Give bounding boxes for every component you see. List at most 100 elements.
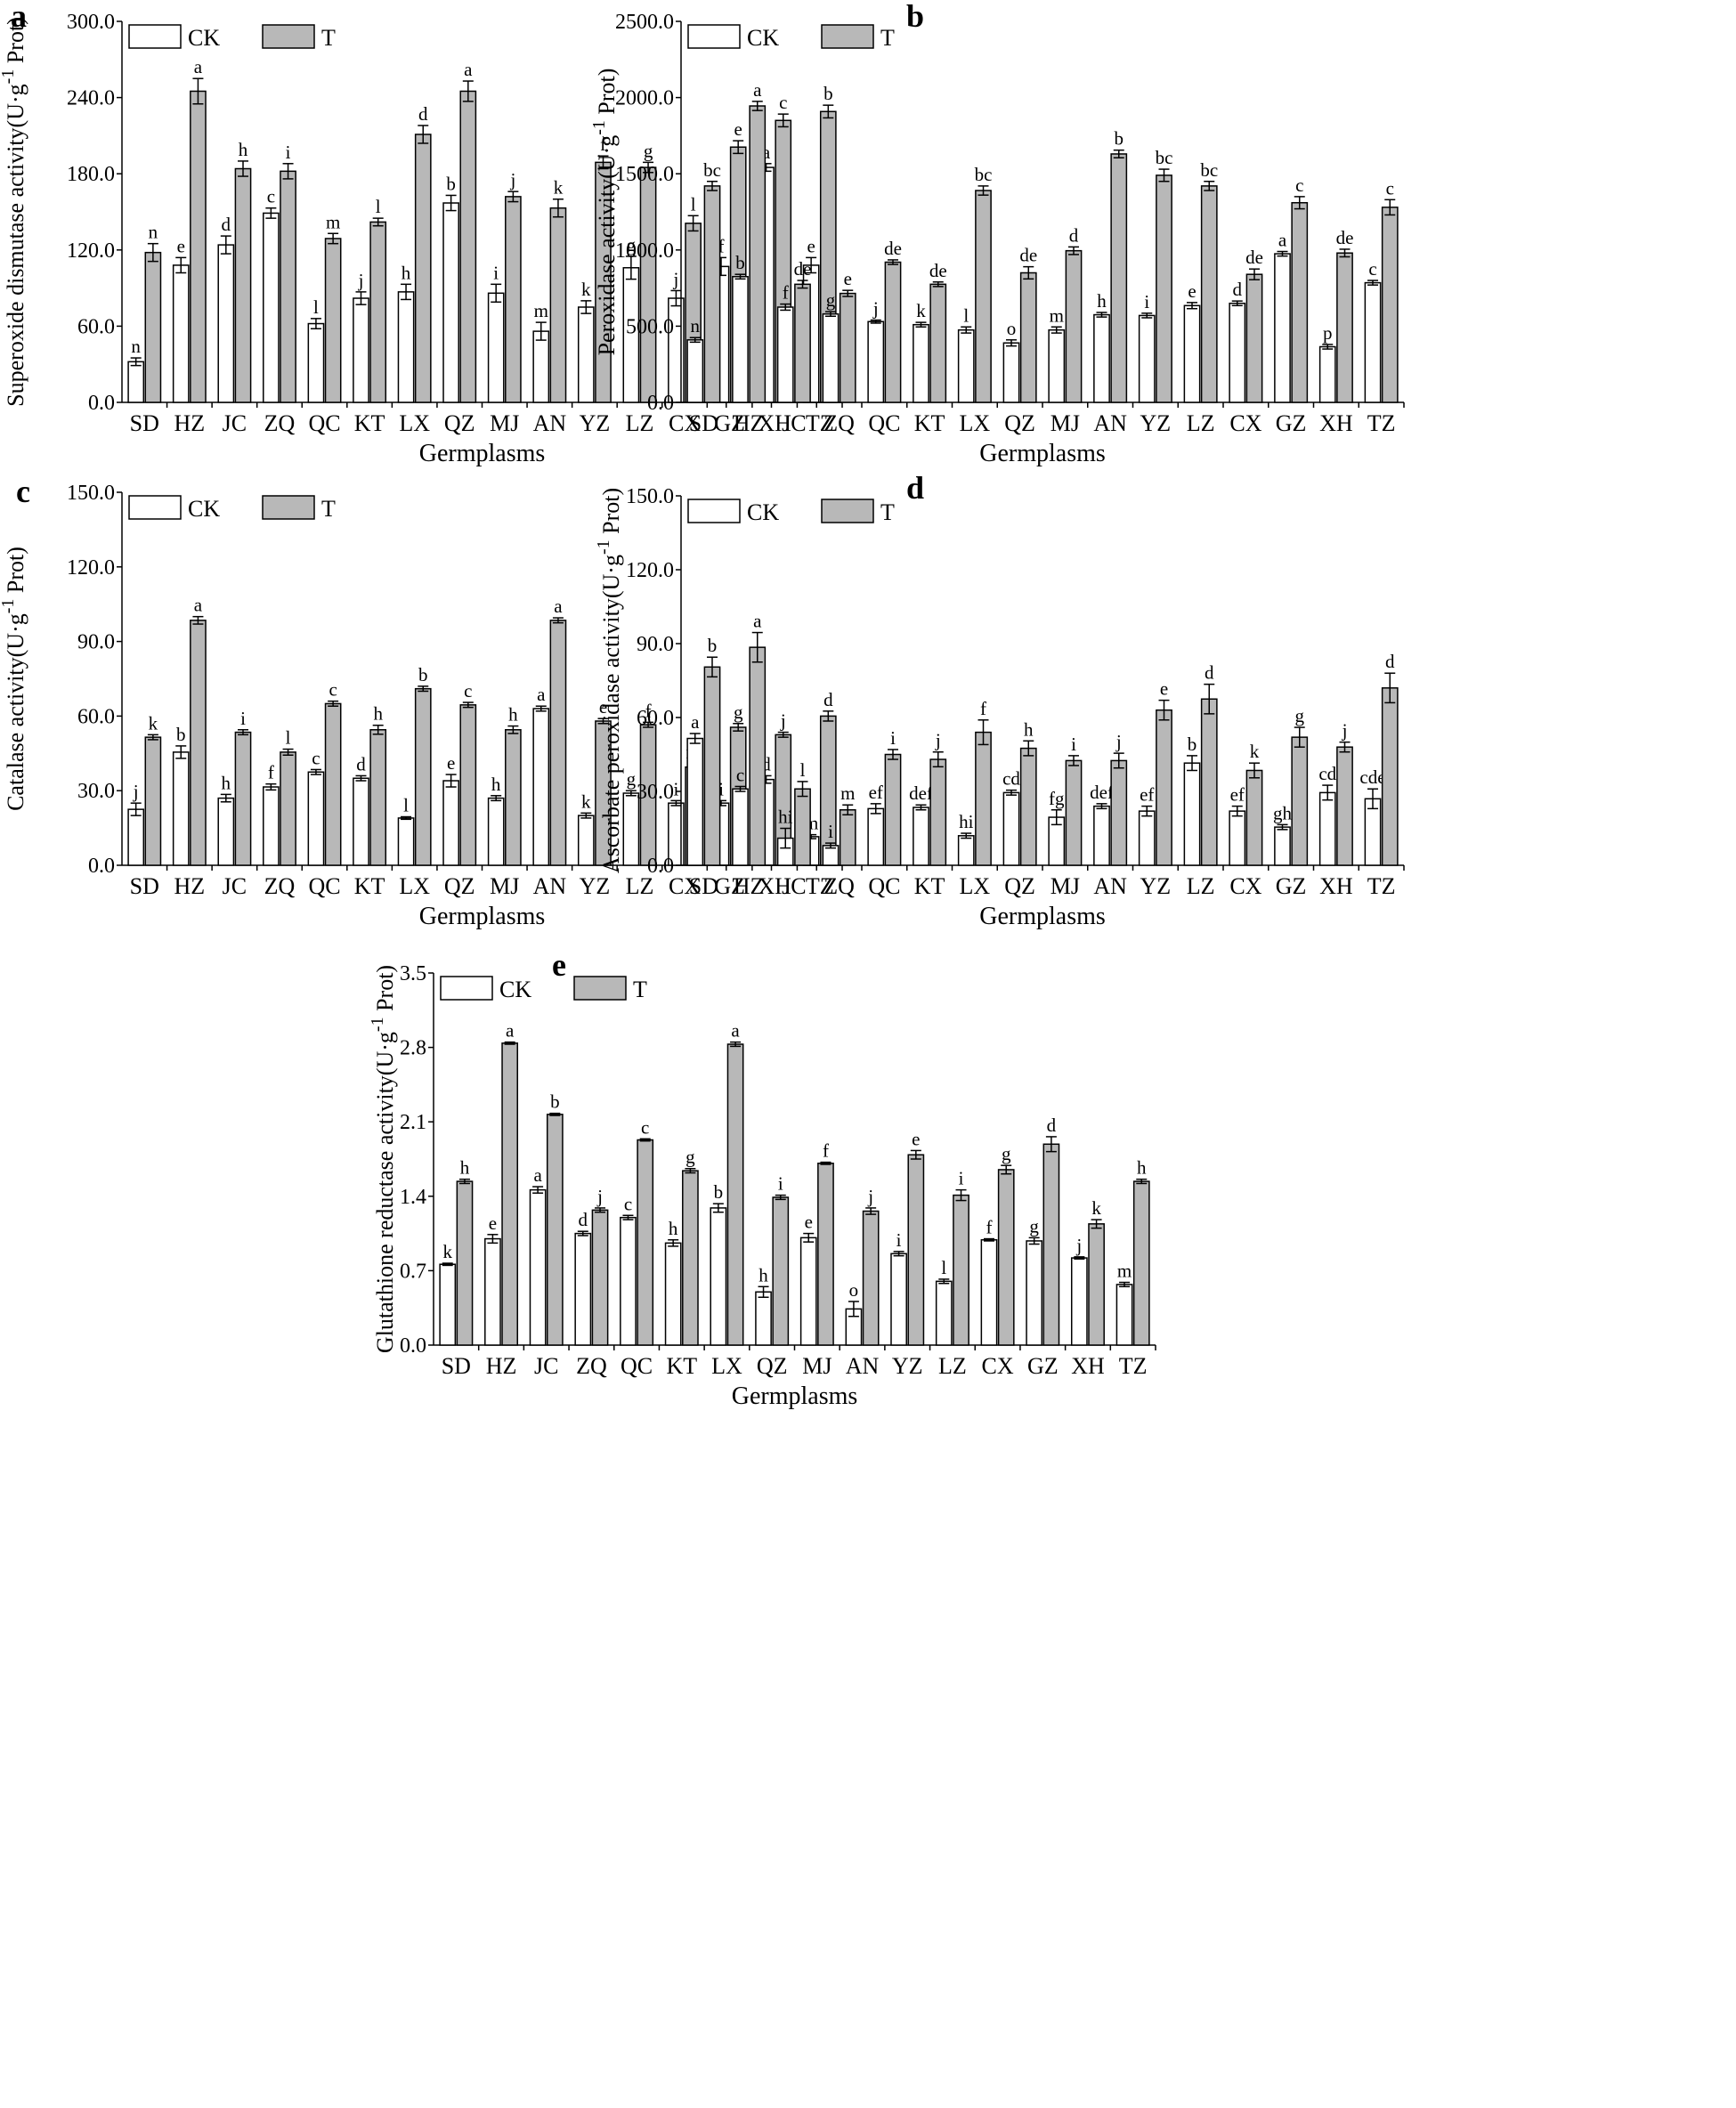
x-tick-label: JC [223,410,247,436]
significance-letter-ck: b [735,252,745,273]
x-tick-label: CX [669,873,701,899]
significance-letter-ck: f [783,282,789,304]
legend-label-t: T [321,496,336,522]
bar-t [190,90,207,403]
significance-letter-t: i [1071,734,1076,755]
x-tick-label: AN [1093,410,1127,436]
x-tick-label: CX [982,1353,1014,1379]
significance-letter-ck: d [222,214,231,235]
significance-letter-ck: e [177,235,185,256]
significance-letter-t: de [794,258,812,280]
chart-panel-d: d0.030.060.090.0120.0150.0abSDcaHZhilJCi… [594,470,1405,930]
significance-letter-ck: d [356,753,366,774]
y-tick-label: 180.0 [67,163,115,186]
significance-letter-ck: k [442,1241,452,1262]
significance-letter-ck: k [916,300,926,321]
y-tick-label: 30.0 [77,780,115,803]
significance-letter-ck: d [761,753,771,774]
bar-ck [1002,791,1020,866]
bar-ck [913,323,929,403]
bar-ck [1274,253,1291,403]
bar-t [1200,698,1218,866]
bar-t [1200,185,1218,403]
significance-letter-t: f [980,698,986,719]
y-axis-title-tail: Prot) [594,69,620,121]
significance-letter-ck: o [1007,318,1017,339]
significance-letter-ck: hi [959,811,974,832]
x-tick-label: ZQ [576,1353,607,1379]
significance-letter-t: a [753,611,762,632]
bar-t [501,1042,519,1346]
y-axis-title: Catalase activity(U·g-1 Prot) [0,547,28,811]
x-tick-label: KT [354,410,385,436]
bar-ck [867,807,885,866]
y-tick-label: 0.0 [88,855,115,878]
bar-ck [980,1239,998,1346]
x-tick-label: SD [689,410,718,436]
legend-swatch-ck [128,495,182,520]
bar-ck [397,817,415,866]
bar-t [839,292,856,403]
bar-ck [664,1242,682,1346]
bar-t [1156,174,1172,403]
bar-t [1019,747,1037,866]
legend-label-t: T [880,499,895,525]
x-axis-title: Germplasms [419,440,546,467]
x-tick-label: ZQ [264,873,296,899]
bar-ck [487,797,505,866]
significance-letter-t: e [912,1128,920,1149]
significance-letter-ck: cde [1359,766,1385,788]
bar-t [1336,252,1353,403]
significance-letter-t: c [1295,174,1303,196]
significance-letter-ck: l [963,304,969,326]
significance-letter-ck: d [579,1209,588,1230]
significance-letter-t: bc [703,159,721,181]
bar-t [703,666,721,866]
bar-ck [686,339,704,403]
bar-t [839,809,856,866]
bar-t [591,1209,609,1346]
x-tick-label: AN [533,873,567,899]
y-tick-label: 500.0 [626,315,674,338]
bar-t [1088,1223,1105,1346]
y-tick-label: 0.0 [88,392,115,415]
bar-t [862,1210,880,1346]
bar-t [459,704,477,866]
significance-letter-ck: n [690,315,700,336]
significance-letter-ck: e [447,752,455,774]
significance-letter-t: g [685,1147,695,1168]
y-tick-label: 120.0 [67,239,115,263]
bar-t [414,134,432,403]
significance-letter-t: i [778,1173,783,1195]
x-tick-label: HZ [734,410,765,436]
bar-ck [1070,1257,1088,1346]
bar-t [459,90,477,403]
bar-ck [1138,314,1156,403]
bar-ck [799,1236,817,1346]
y-axis-title-tail: Prot) [3,17,28,69]
x-tick-label: AN [533,410,567,436]
panel-letter: b [906,0,924,34]
bar-t [280,751,296,866]
y-tick-label: 0.0 [647,392,674,415]
bar-ck [577,815,595,866]
significance-letter-t: i [959,1168,964,1189]
significance-letter-ck: def [909,782,933,804]
x-tick-label: LZ [626,873,654,899]
bar-ck [217,244,235,403]
x-tick-label: SD [442,1353,471,1379]
significance-letter-ck: h [669,1218,678,1239]
significance-letter-ck: c [312,747,320,768]
y-axis-title-superscript: -1 [0,599,18,614]
significance-letter-ck: hi [778,807,793,828]
y-axis-title-superscript: -1 [368,1017,387,1032]
y-tick-label: 0.0 [400,1334,426,1358]
y-axis-title-main: Peroxidase activity(U·g [594,135,620,356]
x-tick-label: SD [689,873,718,899]
bar-ck [307,771,325,866]
significance-letter-ck: l [403,795,409,816]
bar-t [234,731,252,866]
bar-ck [957,835,975,866]
bar-t [505,729,522,866]
x-tick-label: QC [868,410,900,436]
